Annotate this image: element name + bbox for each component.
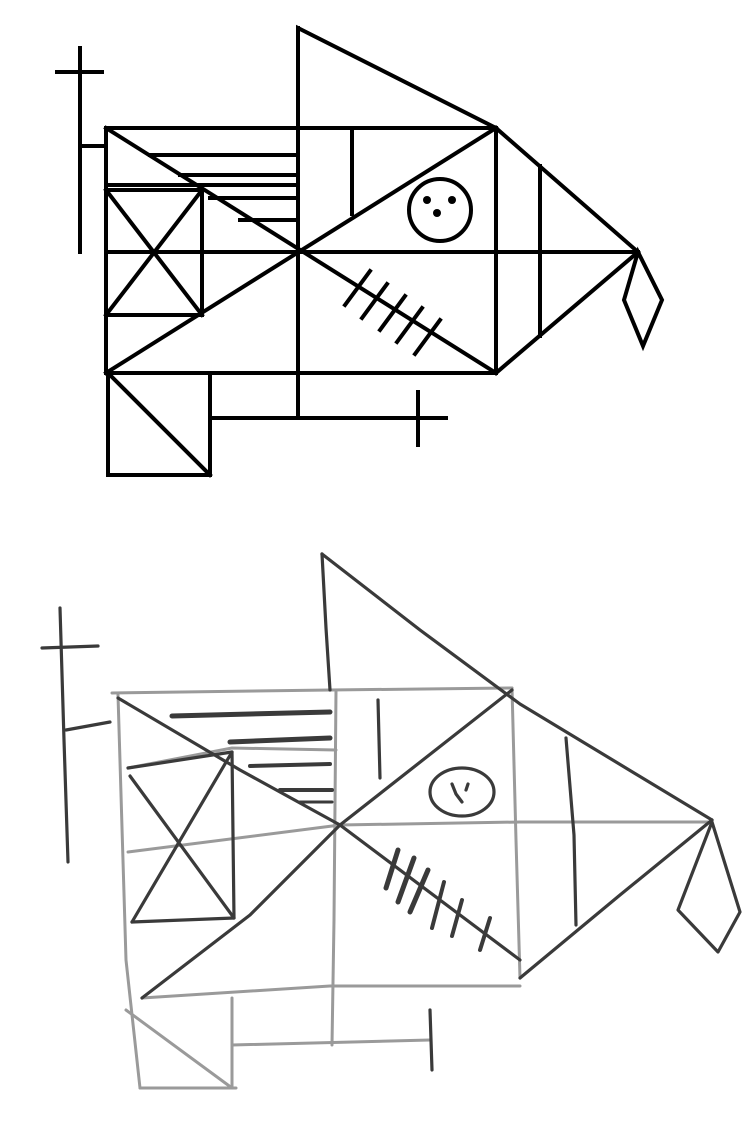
tick-mark — [394, 305, 425, 345]
small-rectangle-diagonal-b — [103, 187, 205, 318]
copy-circle-mark — [450, 782, 464, 804]
circle-dot — [448, 196, 456, 204]
copy-circle-mark — [464, 782, 470, 792]
copy-frame-left — [116, 693, 142, 1090]
copy-diagonal-up — [140, 688, 514, 1000]
reference-figure — [0, 0, 756, 540]
copy-tick-mark — [478, 916, 492, 952]
copy-left-cross-connector — [64, 720, 112, 732]
tick-mark — [377, 293, 408, 333]
copy-tick-mark — [407, 867, 431, 915]
copy-top-triangle-hypotenuse — [320, 552, 714, 822]
diamond — [621, 246, 665, 352]
circle — [407, 177, 473, 243]
copy-vertical-midline — [330, 688, 338, 1047]
copy-parallel-line — [248, 762, 332, 768]
copy-tick-mark — [430, 880, 446, 930]
copy-small-rectangle-diagonal-b — [130, 750, 234, 924]
copy-tick-mark — [450, 898, 464, 938]
copy-right-triangle-lower — [518, 818, 714, 980]
copy-circle — [428, 766, 496, 818]
tick-mark — [412, 317, 443, 357]
copy-diagonal-down — [116, 696, 522, 962]
copy-small-rectangle — [126, 750, 236, 924]
copy-figure-drawing — [40, 552, 742, 1090]
copy-lower-left-diagonal — [124, 1008, 234, 1090]
copy-left-cross-bar — [40, 644, 100, 650]
copy-tick-mark — [395, 855, 417, 905]
small-rectangle — [104, 188, 204, 317]
top-triangle — [296, 24, 499, 131]
copy-top-triangle-left — [320, 552, 332, 692]
circle-dot — [423, 196, 431, 204]
copy-horizontal-midline — [126, 820, 710, 854]
copy-figure — [0, 540, 756, 1137]
copy-small-rectangle-diagonal-a — [128, 774, 236, 920]
tick-mark — [359, 281, 390, 321]
diagonal-up — [103, 125, 499, 376]
copy-frame-right — [510, 686, 522, 980]
copy-right-triangle-vertical — [564, 736, 578, 927]
lower-left-square-diagonal — [105, 370, 213, 478]
copy-diamond — [676, 820, 742, 954]
copy-bottom-cross-vertical — [428, 1008, 434, 1072]
tick-mark — [342, 268, 373, 308]
copy-parallel-line — [227, 735, 333, 745]
lower-left-square — [106, 371, 212, 477]
copy-parallel-line — [169, 709, 333, 719]
reference-figure-drawing — [55, 24, 665, 478]
circle-dot — [433, 209, 441, 217]
copy-bottom-horizontal-line — [230, 1038, 432, 1047]
copy-left-cross-vertical — [58, 606, 70, 864]
copy-tick-mark — [383, 847, 401, 891]
copy-frame-top — [110, 686, 514, 695]
copy-frame-bottom — [140, 984, 522, 1000]
copy-upper-right-vertical — [376, 698, 382, 780]
